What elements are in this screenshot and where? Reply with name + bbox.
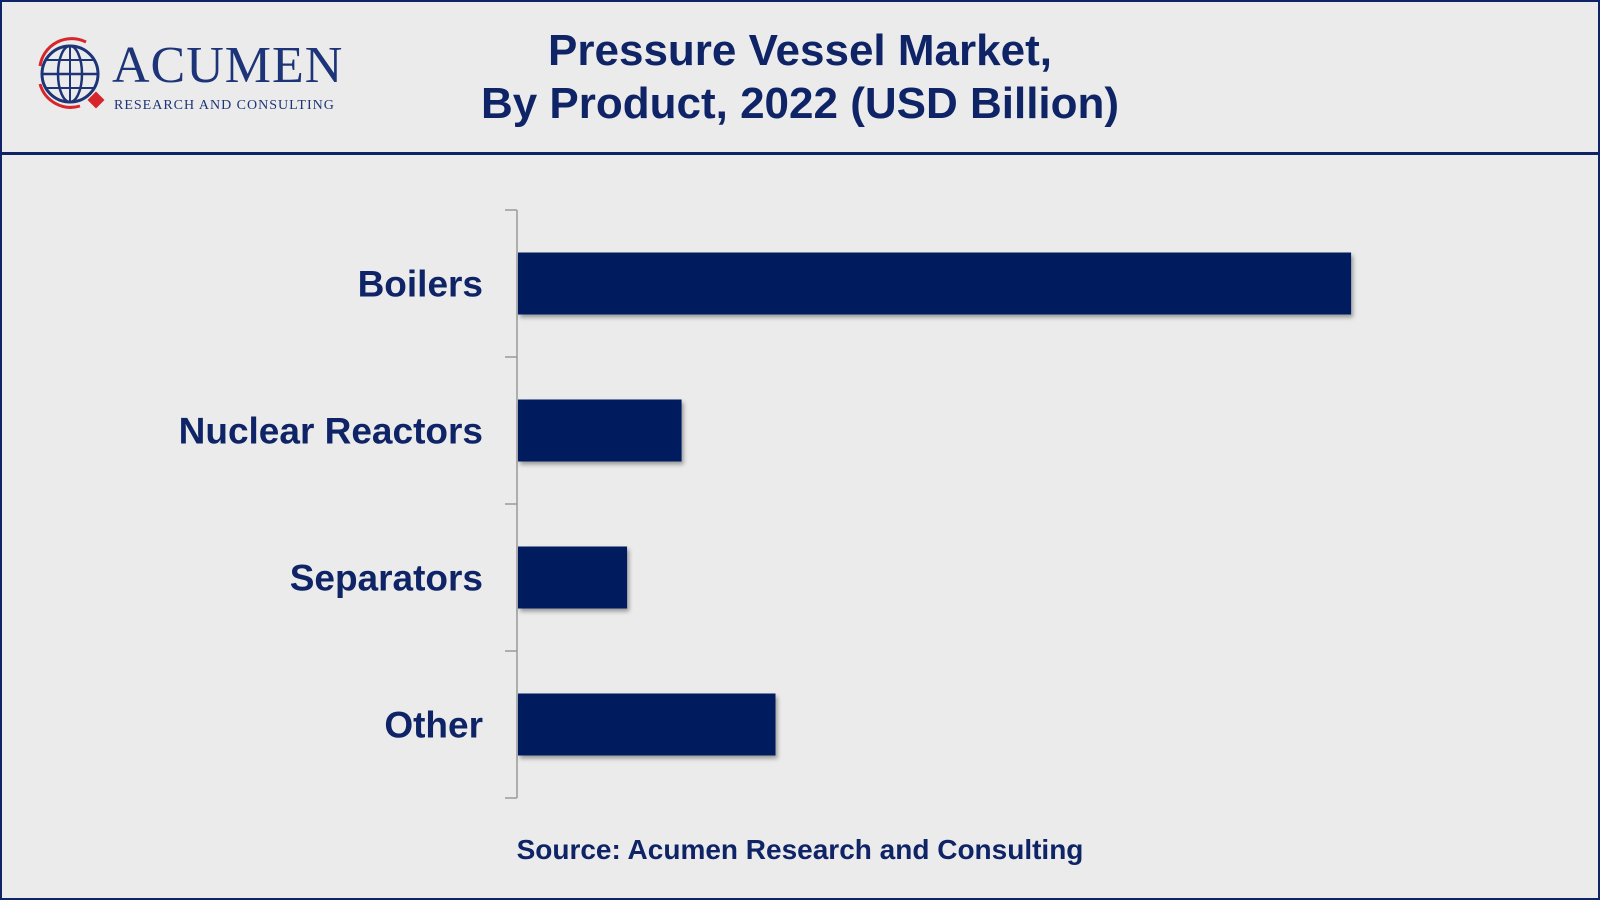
chart-title-line-1: Pressure Vessel Market, xyxy=(548,26,1052,75)
globe-icon xyxy=(38,37,105,109)
chart-title-line-2: By Product, 2022 (USD Billion) xyxy=(480,79,1120,128)
bar-other xyxy=(518,693,776,756)
bar-chart: Boilers Nuclear Reactors Separators Other xyxy=(179,209,1352,799)
bar-boilers xyxy=(518,252,1352,315)
category-label: Boilers xyxy=(358,264,483,305)
category-label: Separators xyxy=(290,558,483,599)
chart-title: Pressure Vessel Market, By Product, 2022… xyxy=(400,24,1200,130)
bar-separators xyxy=(518,546,628,609)
category-label: Nuclear Reactors xyxy=(179,411,483,452)
bar-nuclear-reactors xyxy=(518,399,682,462)
logo-wordmark: ACUMEN xyxy=(112,37,344,94)
source-note: Source: Acumen Research and Consulting xyxy=(516,834,1084,865)
header-divider xyxy=(0,152,1600,155)
category-label: Other xyxy=(384,705,483,746)
acumen-logo: ACUMEN RESEARCH AND CONSULTING xyxy=(34,36,364,116)
logo-tagline: RESEARCH AND CONSULTING xyxy=(114,98,335,113)
